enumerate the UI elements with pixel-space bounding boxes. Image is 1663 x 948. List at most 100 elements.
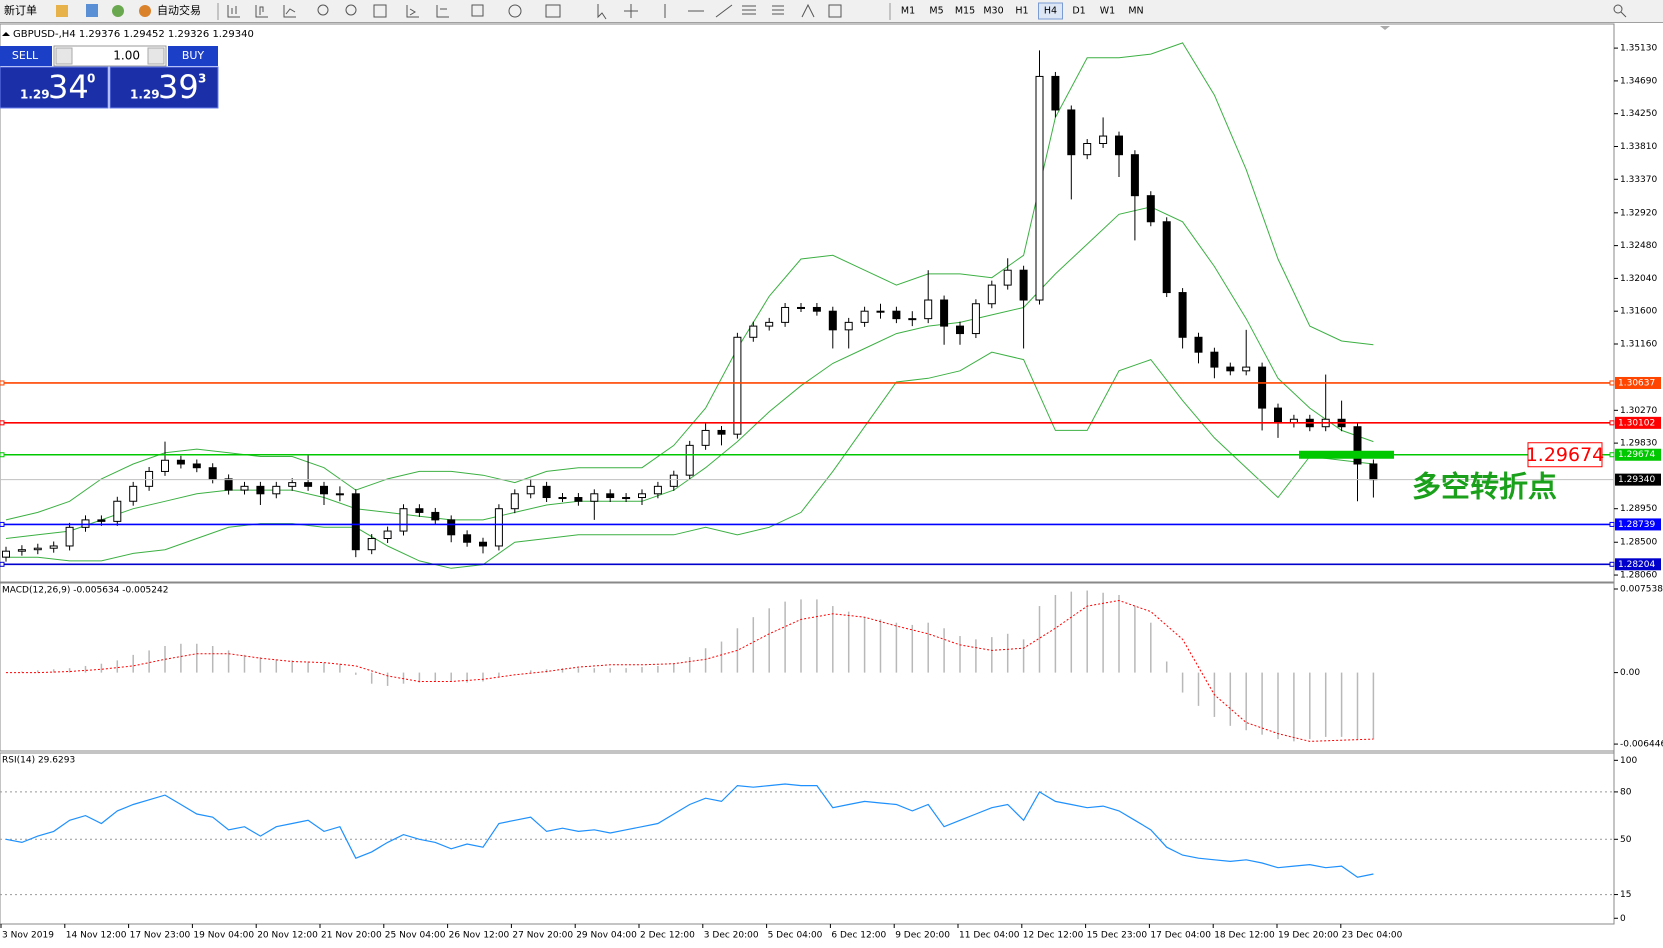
- candle-body: [351, 493, 360, 551]
- timeframe-button[interactable]: W1: [1100, 6, 1115, 17]
- candle-body: [653, 485, 662, 495]
- level-label: 1.28739: [1618, 520, 1655, 530]
- candle-body: [1242, 366, 1251, 372]
- shift-marker: [1380, 26, 1390, 30]
- candle-body: [81, 519, 90, 528]
- level-handle: [0, 452, 5, 458]
- timeframe-button[interactable]: M30: [983, 6, 1003, 17]
- timeframe-button[interactable]: H4: [1044, 6, 1057, 17]
- candle-body: [272, 485, 281, 495]
- candle-body: [1146, 195, 1155, 223]
- candle-body: [399, 508, 408, 532]
- lot-value[interactable]: 1.00: [113, 49, 140, 63]
- lot-up[interactable]: [147, 47, 165, 65]
- y-tick-label: 0.007538: [1620, 585, 1663, 595]
- annotation: 多空转折点: [1412, 470, 1557, 504]
- candle-body: [1353, 426, 1362, 465]
- collapse-icon: [2, 32, 10, 36]
- buy-price-box[interactable]: [109, 66, 219, 109]
- y-tick-label: 1.29830: [1620, 439, 1657, 449]
- x-tick-label: 25 Nov 04:00: [385, 931, 446, 941]
- x-tick-label: 18 Dec 12:00: [1214, 931, 1275, 941]
- rsi-line: [5, 783, 1374, 878]
- timeframe-button[interactable]: M1: [901, 6, 915, 17]
- price-callout: 1.29674: [1526, 444, 1605, 466]
- sell-price-big: 34: [48, 68, 89, 106]
- sell-price-prefix: 1.29: [20, 88, 50, 102]
- tool-icons[interactable]: [227, 3, 1627, 20]
- icon[interactable]: [112, 5, 124, 17]
- plot-layer: 1.35130 1.34690 1.34250 1.33810 1.33370 1.329…: [0, 42, 1663, 941]
- y-tick-label: -0.006446: [1620, 740, 1663, 750]
- x-tick-label: 23 Dec 04:00: [1342, 931, 1403, 941]
- candle-body: [924, 299, 933, 320]
- sell-button[interactable]: [0, 46, 52, 66]
- lot-input[interactable]: [53, 45, 167, 67]
- y-tick-label: 1.32920: [1620, 208, 1657, 218]
- candle-body: [240, 485, 249, 491]
- candle-body: [383, 530, 392, 540]
- new-order-button[interactable]: 新订单: [4, 3, 37, 17]
- lot-down[interactable]: [55, 47, 73, 65]
- icon[interactable]: [86, 4, 98, 17]
- timeframe-button[interactable]: MN: [1128, 6, 1143, 17]
- buy-label[interactable]: BUY: [182, 49, 205, 62]
- candle-body: [17, 549, 26, 552]
- candle-body: [145, 470, 154, 487]
- candle-body: [224, 478, 233, 491]
- candle-body: [685, 444, 694, 476]
- candle-body: [1067, 109, 1076, 156]
- level-handle: [0, 420, 5, 426]
- x-tick-label: 20 Nov 12:00: [257, 931, 318, 941]
- timeframe-button[interactable]: H1: [1015, 6, 1028, 17]
- candle-body: [192, 463, 201, 469]
- candle-body: [1003, 269, 1012, 286]
- toolbar: [0, 0, 1663, 22]
- candle-body: [1051, 75, 1060, 111]
- buy-price-small: 3: [198, 72, 206, 86]
- candle-body: [1210, 351, 1219, 368]
- sell-price-box[interactable]: [0, 66, 109, 109]
- x-tick-label: 3 Dec 20:00: [704, 931, 759, 941]
- candle-body: [1019, 269, 1028, 301]
- x-tick-label: 29 Nov 04:00: [576, 931, 637, 941]
- candle-body: [956, 325, 964, 335]
- candle-body: [97, 519, 106, 522]
- candle-body: [542, 485, 551, 499]
- candle-body: [908, 318, 917, 321]
- candle-body: [49, 545, 58, 549]
- candle-body: [65, 526, 74, 547]
- buy-price-big: 39: [158, 68, 199, 106]
- level-handle: [0, 380, 5, 386]
- level-label: 1.30637: [1618, 378, 1655, 388]
- macd-panel: [0, 582, 1615, 752]
- candle-body: [892, 310, 901, 320]
- level-handle: [0, 521, 5, 527]
- x-tick-label: 26 Nov 12:00: [449, 931, 510, 941]
- candle-body: [1258, 366, 1267, 409]
- candle-body: [367, 538, 376, 551]
- auto-trading-button[interactable]: 自动交易: [157, 3, 201, 17]
- level-label: 1.30102: [1618, 418, 1655, 428]
- candle-body: [844, 321, 853, 331]
- icon[interactable]: [56, 5, 68, 17]
- y-tick-label: 1.28950: [1620, 504, 1657, 514]
- bollinger-upper: [5, 42, 1374, 521]
- timeframe-button[interactable]: M15: [955, 6, 975, 17]
- y-tick-label: 1.28500: [1620, 538, 1657, 548]
- candle-body: [510, 493, 519, 510]
- y-tick-label: 1.28060: [1620, 571, 1657, 581]
- timeframe-button[interactable]: M5: [929, 6, 943, 17]
- x-tick-label: 21 Nov 20:00: [321, 931, 382, 941]
- icon[interactable]: [139, 5, 151, 17]
- level-handle: [1609, 380, 1615, 386]
- timeframe-button[interactable]: D1: [1072, 6, 1085, 17]
- buy-button[interactable]: [168, 46, 218, 66]
- sell-label[interactable]: SELL: [12, 49, 39, 62]
- candle-body: [749, 325, 758, 338]
- candle-body: [940, 299, 949, 327]
- candle-body: [1035, 75, 1044, 301]
- candle-body: [971, 303, 980, 335]
- candle-body: [1115, 135, 1123, 156]
